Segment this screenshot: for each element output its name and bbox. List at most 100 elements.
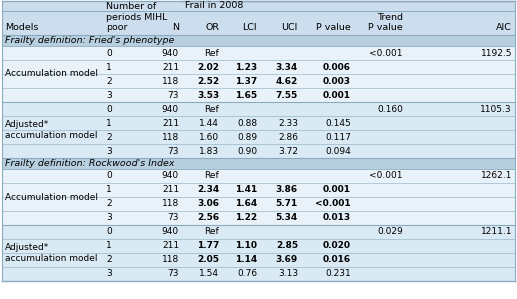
Bar [2,169,515,225]
Bar [2,35,515,46]
Text: 940: 940 [162,48,179,57]
Text: 73: 73 [168,269,179,278]
Text: Accumulation model: Accumulation model [5,69,98,79]
Text: 0.88: 0.88 [237,118,257,127]
Text: 1.22: 1.22 [235,213,257,222]
Text: 0.003: 0.003 [323,77,351,86]
Text: 118: 118 [162,132,179,141]
Text: 4.62: 4.62 [276,77,298,86]
Text: Ref: Ref [204,104,219,114]
Text: 1.23: 1.23 [235,62,257,71]
Text: 3: 3 [106,91,112,100]
Text: 2.05: 2.05 [197,256,219,265]
Bar [2,102,515,158]
Text: Adjusted*
accumulation model: Adjusted* accumulation model [5,120,98,140]
Text: 3.69: 3.69 [276,256,298,265]
Text: P value: P value [316,23,351,32]
Text: 1: 1 [106,242,112,251]
Text: 211: 211 [162,118,179,127]
Text: 1.64: 1.64 [235,199,257,208]
Text: 0: 0 [106,228,112,237]
Text: 211: 211 [162,242,179,251]
Text: 1: 1 [106,185,112,195]
Text: 3: 3 [106,213,112,222]
Bar [2,225,515,281]
Text: UCI: UCI [282,23,298,32]
Text: 0.160: 0.160 [377,104,403,114]
Text: 118: 118 [162,77,179,86]
Text: 2: 2 [106,199,112,208]
Text: 73: 73 [168,213,179,222]
Text: 3.86: 3.86 [276,185,298,195]
Text: 1.44: 1.44 [199,118,219,127]
Text: 1.41: 1.41 [235,185,257,195]
Text: 1.54: 1.54 [199,269,219,278]
Text: 3.06: 3.06 [197,199,219,208]
Text: 2.56: 2.56 [197,213,219,222]
Text: 3: 3 [106,147,112,155]
Text: 940: 940 [162,228,179,237]
Text: 2: 2 [106,256,112,265]
Text: 3.34: 3.34 [276,62,298,71]
Text: 0.094: 0.094 [325,147,351,155]
Text: 0.020: 0.020 [323,242,351,251]
Text: 0.001: 0.001 [323,185,351,195]
Text: 2.52: 2.52 [197,77,219,86]
Text: AIC: AIC [496,23,512,32]
Text: 1.14: 1.14 [235,256,257,265]
Text: 3.72: 3.72 [278,147,298,155]
Text: Models: Models [5,23,38,32]
Text: 0.145: 0.145 [325,118,351,127]
Text: 0: 0 [106,104,112,114]
Text: LCI: LCI [242,23,257,32]
Text: OR: OR [205,23,219,32]
Text: 0.001: 0.001 [323,91,351,100]
Text: 0.76: 0.76 [237,269,257,278]
Text: 118: 118 [162,199,179,208]
Text: 1.37: 1.37 [235,77,257,86]
Text: 2.02: 2.02 [197,62,219,71]
Text: 2: 2 [106,77,112,86]
Text: Trend
P value: Trend P value [368,13,403,32]
Bar [2,46,515,102]
Text: 1211.1: 1211.1 [480,228,512,237]
Text: Accumulation model: Accumulation model [5,193,98,202]
Bar [2,11,515,35]
Text: 7.55: 7.55 [276,91,298,100]
Text: 0.006: 0.006 [323,62,351,71]
Text: 1.77: 1.77 [196,242,219,251]
Text: Ref: Ref [204,172,219,181]
Text: 0.90: 0.90 [237,147,257,155]
Text: 1.10: 1.10 [235,242,257,251]
Text: <0.001: <0.001 [370,48,403,57]
Text: 73: 73 [168,91,179,100]
Text: 5.71: 5.71 [276,199,298,208]
Text: 940: 940 [162,104,179,114]
Text: 1.60: 1.60 [199,132,219,141]
Text: 73: 73 [168,147,179,155]
Text: 0: 0 [106,48,112,57]
Text: 2.85: 2.85 [276,242,298,251]
Text: Ref: Ref [204,48,219,57]
Text: 3.53: 3.53 [197,91,219,100]
Bar [2,158,515,169]
Text: 2.33: 2.33 [278,118,298,127]
Text: 211: 211 [162,185,179,195]
Text: 0: 0 [106,172,112,181]
Text: 211: 211 [162,62,179,71]
Bar [2,1,515,11]
Text: 118: 118 [162,256,179,265]
Text: Frail in 2008: Frail in 2008 [185,1,244,10]
Text: 3.13: 3.13 [278,269,298,278]
Text: 0.029: 0.029 [377,228,403,237]
Text: 1: 1 [106,62,112,71]
Text: 0.89: 0.89 [237,132,257,141]
Text: 0.013: 0.013 [323,213,351,222]
Text: Frailty definition: Rockwood's Index: Frailty definition: Rockwood's Index [5,159,175,168]
Text: 0.231: 0.231 [325,269,351,278]
Text: 1262.1: 1262.1 [481,172,512,181]
Text: Frailty definition: Fried's phenotype: Frailty definition: Fried's phenotype [5,36,174,45]
Text: 1.65: 1.65 [235,91,257,100]
Text: 1105.3: 1105.3 [480,104,512,114]
Text: Number of
periods MIHL
poor: Number of periods MIHL poor [106,2,168,32]
